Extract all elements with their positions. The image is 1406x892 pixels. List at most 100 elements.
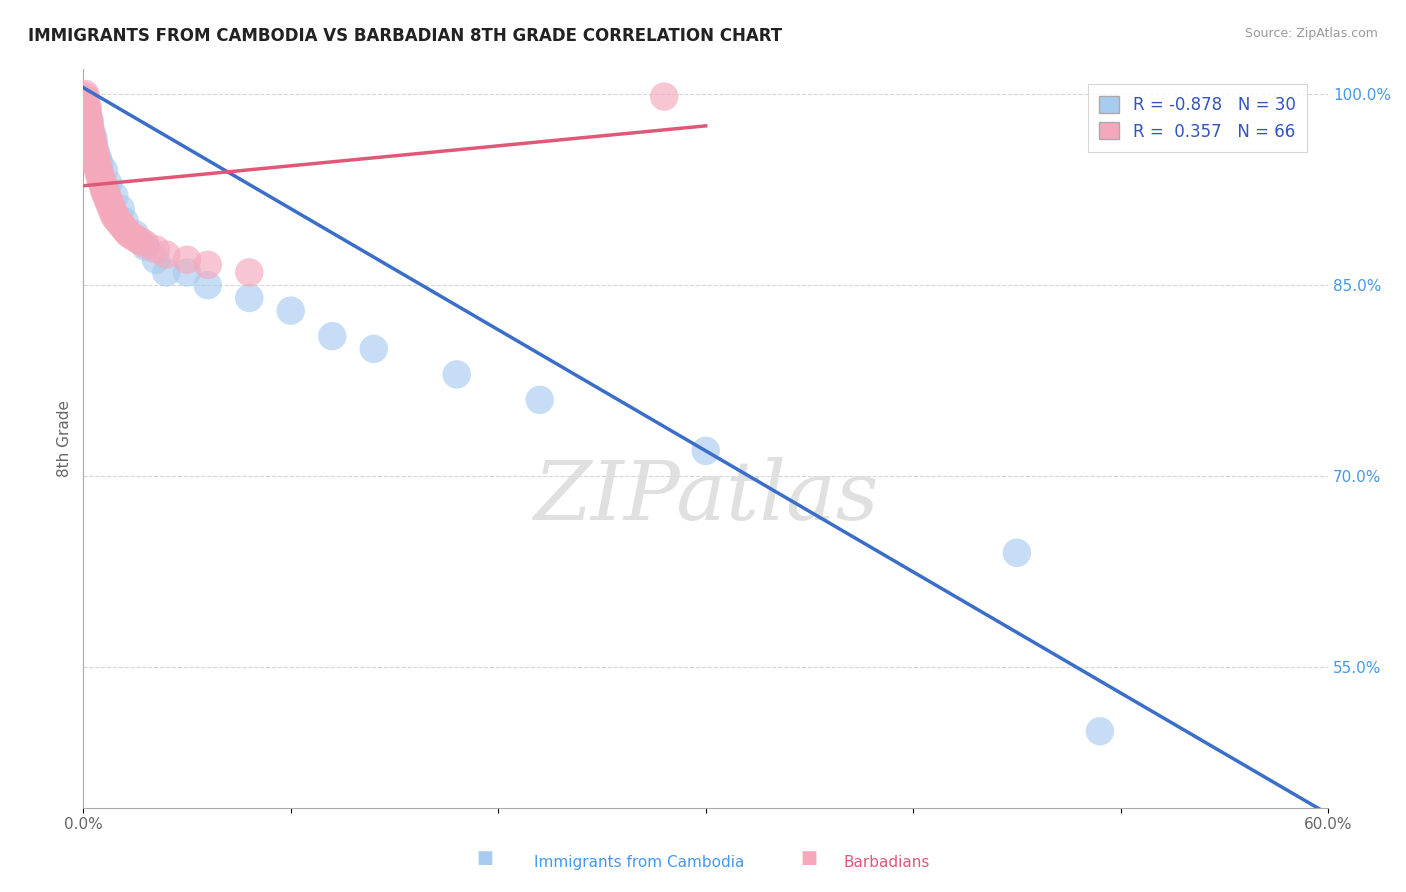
Point	[89, 171, 111, 186]
Point	[363, 342, 385, 356]
Point	[75, 87, 97, 101]
Point	[76, 112, 98, 127]
Point	[238, 291, 260, 305]
Point	[84, 145, 107, 159]
Point	[79, 115, 101, 129]
Point	[93, 163, 115, 178]
Point	[87, 161, 110, 175]
Point	[135, 240, 157, 254]
Point	[76, 107, 98, 121]
Point	[122, 229, 145, 244]
Point	[80, 133, 103, 147]
Point	[80, 128, 103, 142]
Point	[87, 163, 110, 178]
Point	[118, 227, 141, 242]
Point	[89, 169, 111, 183]
Point	[446, 368, 468, 382]
Point	[80, 136, 103, 150]
Point	[91, 174, 114, 188]
Point	[529, 392, 551, 407]
Point	[103, 207, 125, 221]
Point	[103, 189, 125, 203]
Point	[83, 131, 105, 145]
Point	[98, 196, 121, 211]
Point	[84, 151, 107, 165]
Point	[79, 122, 101, 136]
Point	[79, 118, 101, 132]
Point	[101, 202, 124, 216]
Point	[75, 97, 97, 112]
Point	[93, 184, 115, 198]
Point	[79, 119, 101, 133]
Point	[93, 181, 115, 195]
Point	[145, 243, 167, 257]
Point	[94, 189, 117, 203]
Point	[110, 217, 132, 231]
Point	[83, 138, 105, 153]
Point	[115, 225, 138, 239]
Point	[83, 143, 105, 157]
Point	[76, 100, 98, 114]
Point	[87, 151, 110, 165]
Point	[176, 252, 198, 267]
Point	[97, 192, 120, 206]
Point	[83, 140, 105, 154]
Point	[197, 278, 219, 293]
Point	[1088, 724, 1111, 739]
Point	[155, 265, 177, 279]
Point	[79, 112, 101, 127]
Point	[127, 232, 149, 246]
Point	[103, 210, 125, 224]
Point	[110, 202, 132, 216]
Legend: R = -0.878   N = 30, R =  0.357   N = 66: R = -0.878 N = 30, R = 0.357 N = 66	[1088, 84, 1308, 153]
Point	[76, 103, 98, 117]
Point	[101, 204, 124, 219]
Point	[83, 138, 105, 153]
Point	[105, 211, 128, 226]
Point	[135, 237, 157, 252]
Point	[1005, 546, 1028, 560]
Point	[89, 157, 111, 171]
Point	[75, 92, 97, 106]
Point	[84, 148, 107, 162]
Point	[114, 222, 136, 236]
Point	[107, 214, 129, 228]
Text: Source: ZipAtlas.com: Source: ZipAtlas.com	[1244, 27, 1378, 40]
Point	[131, 235, 153, 249]
Point	[652, 89, 675, 103]
Text: Barbadians: Barbadians	[844, 855, 929, 870]
Point	[321, 329, 343, 343]
Text: Immigrants from Cambodia: Immigrants from Cambodia	[534, 855, 745, 870]
Point	[197, 258, 219, 272]
Point	[76, 106, 98, 120]
Point	[87, 158, 110, 172]
Point	[80, 130, 103, 145]
Point	[79, 125, 101, 139]
Point	[114, 214, 136, 228]
Text: ■: ■	[800, 849, 817, 867]
Point	[238, 265, 260, 279]
Point	[97, 176, 120, 190]
Point	[75, 95, 97, 109]
Point	[84, 156, 107, 170]
Point	[76, 104, 98, 119]
Point	[75, 100, 97, 114]
Point	[84, 153, 107, 168]
Point	[145, 252, 167, 267]
Point	[124, 227, 146, 242]
Point	[97, 194, 120, 208]
Point	[91, 176, 114, 190]
Point	[79, 120, 101, 135]
Point	[94, 186, 117, 201]
Point	[89, 166, 111, 180]
Point	[155, 247, 177, 261]
Point	[75, 89, 97, 103]
Point	[80, 125, 103, 139]
Point	[93, 178, 115, 193]
Text: ■: ■	[477, 849, 494, 867]
Text: IMMIGRANTS FROM CAMBODIA VS BARBADIAN 8TH GRADE CORRELATION CHART: IMMIGRANTS FROM CAMBODIA VS BARBADIAN 8T…	[28, 27, 782, 45]
Text: ZIPatlas: ZIPatlas	[533, 458, 879, 537]
Point	[280, 303, 302, 318]
Point	[695, 443, 717, 458]
Point	[176, 265, 198, 279]
